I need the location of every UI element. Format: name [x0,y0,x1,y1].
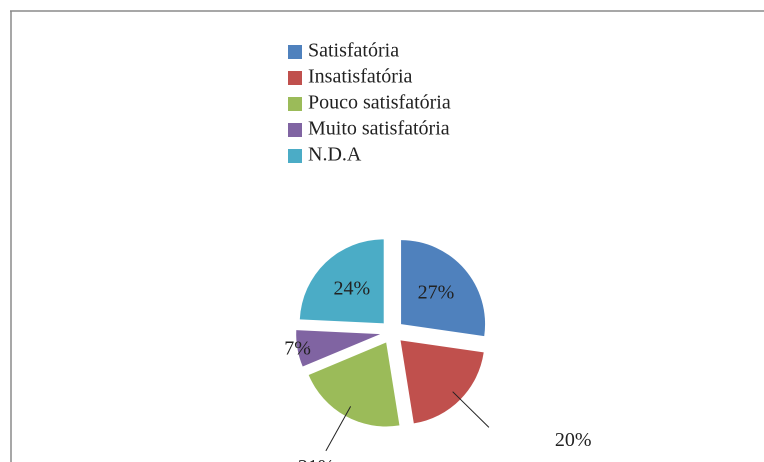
legend-label: N.D.A [308,144,362,166]
data-label: 24% [334,277,371,299]
leader-line [452,391,490,428]
pie-slice [308,342,400,427]
data-label: 20% [555,429,592,451]
legend-swatch [288,97,302,111]
pie-slice [299,239,384,324]
legend-swatch [288,71,302,85]
pie-slice [400,340,484,424]
leader-line [325,406,352,452]
legend-swatch [288,45,302,59]
data-label: 27% [418,281,455,303]
legend-swatch [288,123,302,137]
legend-label: Muito satisfatória [308,118,450,140]
data-label: 21% [298,456,335,462]
legend-label: Insatisfatória [308,66,413,88]
pie-slice [296,330,381,367]
pie-slice [401,240,486,337]
data-label: 7% [284,338,311,360]
legend-label: Pouco satisfatória [308,92,451,114]
legend-swatch [288,149,302,163]
legend-label: Satisfatória [308,40,399,62]
